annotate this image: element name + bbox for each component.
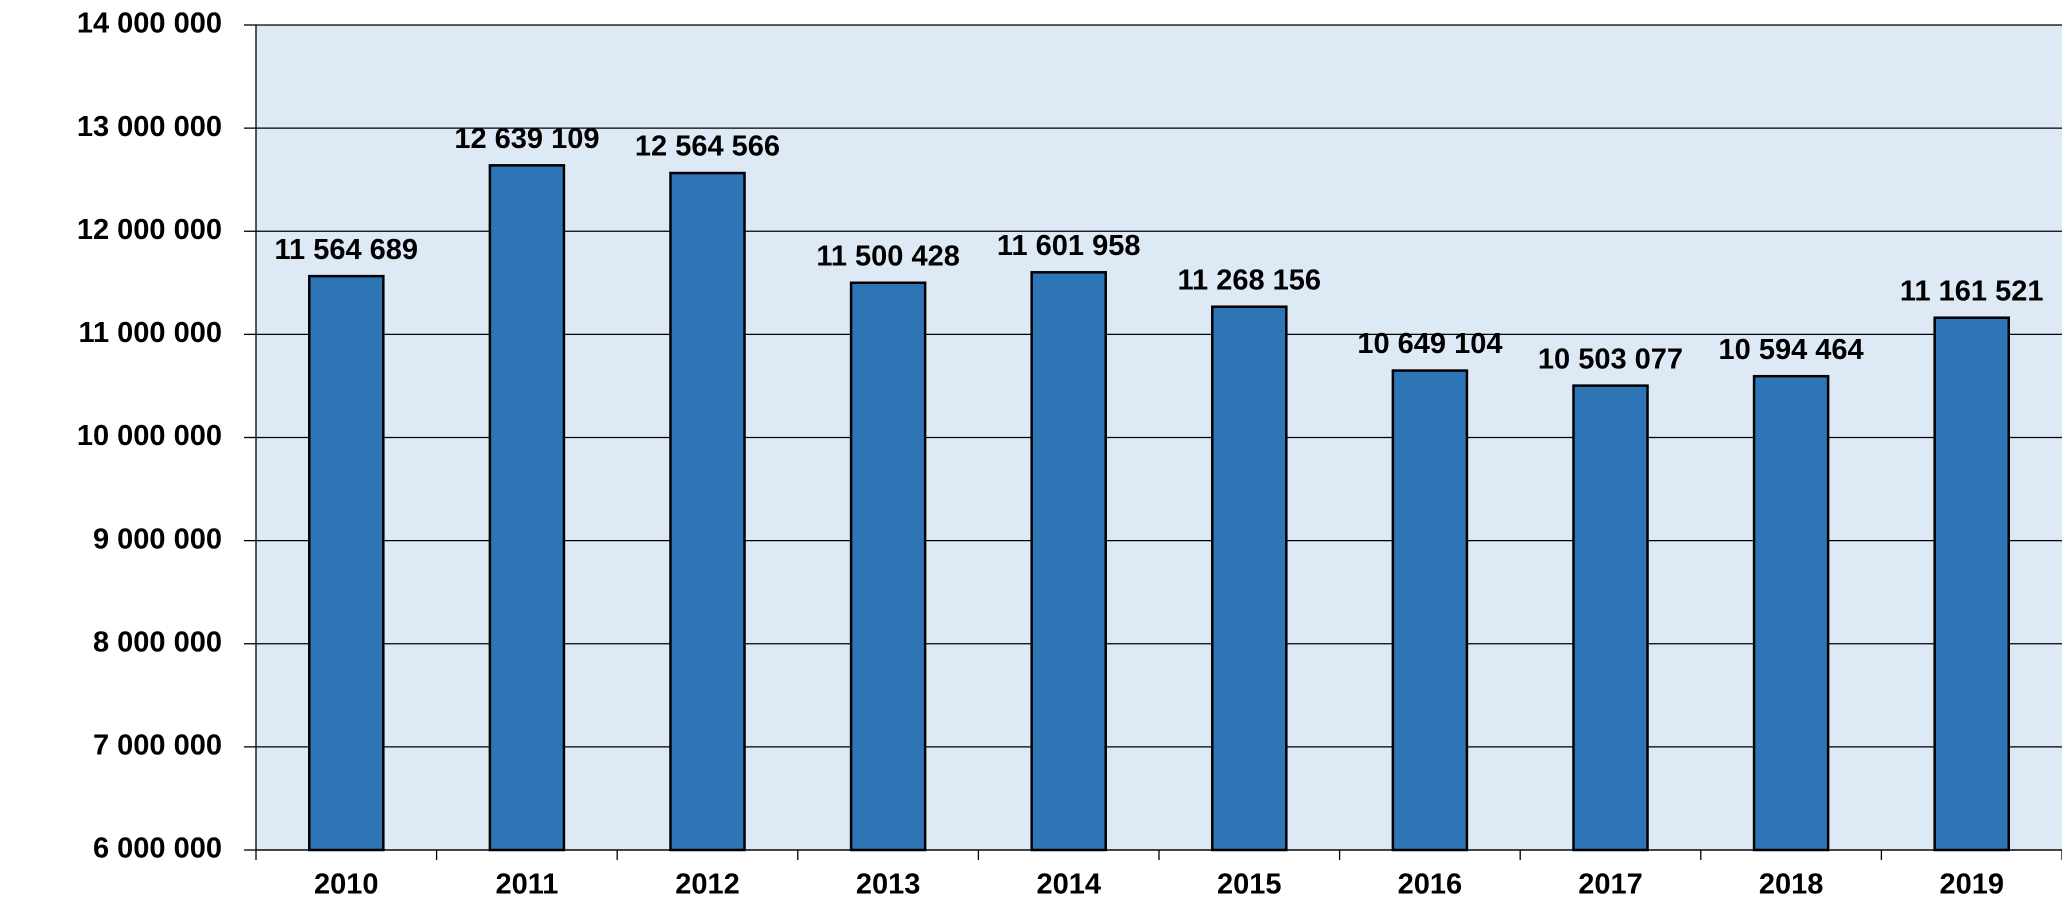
x-tick-label: 2015 bbox=[1217, 869, 1282, 900]
bar bbox=[1030, 271, 1107, 852]
value-label: 10 594 464 bbox=[1719, 334, 1864, 366]
bar bbox=[1572, 384, 1649, 852]
bar bbox=[308, 274, 385, 852]
x-tick-label: 2012 bbox=[675, 869, 740, 900]
x-tick-label: 2016 bbox=[1398, 869, 1463, 900]
x-tick-label: 2013 bbox=[856, 869, 921, 900]
x-tick-label: 2014 bbox=[1036, 869, 1101, 900]
bar bbox=[669, 171, 746, 852]
y-tick-label: 9 000 000 bbox=[93, 523, 222, 555]
value-label: 12 564 566 bbox=[635, 131, 780, 163]
x-tick-label: 2017 bbox=[1578, 869, 1643, 900]
x-tick-label: 2010 bbox=[314, 869, 379, 900]
y-tick-label: 7 000 000 bbox=[93, 730, 222, 762]
bar bbox=[1391, 369, 1469, 852]
x-tick-label: 2011 bbox=[495, 869, 558, 900]
y-tick-label: 11 000 000 bbox=[78, 317, 222, 349]
value-label: 10 649 104 bbox=[1357, 328, 1502, 360]
bar bbox=[1752, 374, 1830, 852]
y-tick-label: 14 000 000 bbox=[77, 8, 222, 40]
y-tick-label: 12 000 000 bbox=[77, 214, 222, 246]
value-label: 10 503 077 bbox=[1538, 343, 1683, 375]
y-tick-label: 10 000 000 bbox=[77, 420, 222, 452]
bar bbox=[1211, 305, 1288, 852]
x-tick-label: 2018 bbox=[1759, 869, 1824, 900]
value-label: 11 500 428 bbox=[816, 240, 960, 272]
y-tick-label: 13 000 000 bbox=[77, 111, 222, 143]
x-tick-label: 2019 bbox=[1939, 869, 2004, 900]
bar bbox=[849, 281, 927, 852]
bar bbox=[488, 164, 566, 852]
value-label: 11 601 958 bbox=[997, 230, 1141, 262]
value-label: 11 564 689 bbox=[275, 234, 419, 266]
y-tick-label: 6 000 000 bbox=[93, 833, 222, 865]
y-tick-label: 8 000 000 bbox=[93, 626, 222, 658]
value-label: 11 161 521 bbox=[1900, 275, 2044, 307]
value-label: 11 268 156 bbox=[1178, 264, 1322, 296]
bar bbox=[1933, 316, 2010, 852]
value-label: 12 639 109 bbox=[454, 123, 599, 155]
